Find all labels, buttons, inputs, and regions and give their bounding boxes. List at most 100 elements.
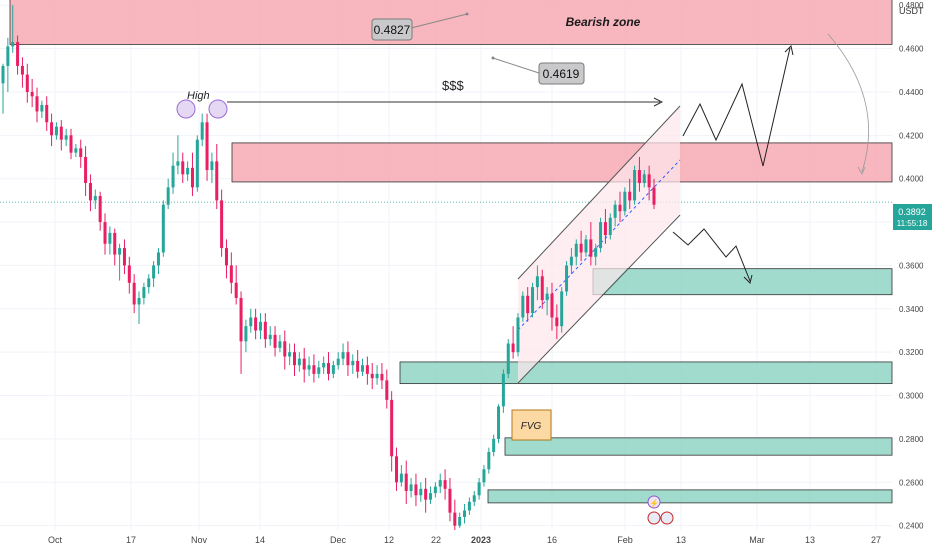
zone-label: Bearish zone	[566, 15, 641, 29]
candle-body	[414, 484, 418, 496]
candle-body	[132, 282, 136, 305]
candle-body	[647, 174, 651, 188]
x-tick-label: 22	[431, 535, 441, 545]
callout-leader-top	[410, 13, 468, 29]
candle-body	[1, 65, 5, 84]
lightning-event-icon[interactable]	[647, 495, 661, 509]
candle-body	[147, 278, 151, 288]
candle-body	[292, 352, 296, 366]
price-axis[interactable]: 0.2400 0.2600 0.2800 0.3000 0.3200 0.3400 0.36…	[899, 1, 924, 530]
candle-body	[526, 295, 530, 314]
candle-body	[497, 406, 501, 439]
candle-body	[424, 488, 428, 500]
candle-body	[103, 222, 107, 244]
high-marker-1	[176, 99, 196, 119]
candle-body	[288, 352, 292, 357]
candle-body	[118, 248, 122, 255]
candle-body	[599, 222, 603, 249]
candle-body	[84, 157, 88, 184]
us-event-icon-2[interactable]	[660, 511, 674, 525]
liquidity-label: $$$	[442, 78, 464, 93]
candle-body	[429, 493, 433, 500]
candle-body	[477, 482, 481, 496]
candle-body	[574, 243, 578, 257]
candle-body	[608, 217, 612, 236]
current-price-value: 0.3892	[898, 207, 926, 217]
bullish-projection-arrowhead	[784, 45, 794, 56]
candle-body	[224, 248, 228, 266]
y-tick-label: 0.2800	[899, 435, 924, 444]
us-event-icon-1[interactable]	[647, 511, 661, 525]
candle-body	[11, 42, 15, 47]
candle-body	[205, 122, 209, 171]
y-tick-label: 0.2400	[899, 522, 924, 531]
candle-body	[443, 480, 447, 489]
candle-body	[482, 469, 486, 483]
curved-arrow-head	[857, 166, 866, 175]
candle-body	[278, 341, 282, 348]
y-tick-label: 0.4800	[899, 1, 924, 10]
current-price-tag[interactable]	[893, 204, 932, 230]
candle-body	[569, 256, 573, 266]
candle-body	[361, 365, 365, 372]
candle-body	[438, 480, 442, 487]
candle-body	[50, 122, 54, 136]
candle-body	[152, 265, 156, 279]
candle-body	[195, 139, 199, 188]
candle-body	[501, 373, 505, 407]
callout-box-bottom	[538, 62, 585, 85]
candle-body	[79, 148, 83, 158]
candle-body	[458, 516, 462, 526]
candle-body	[550, 293, 554, 318]
candle-body	[210, 161, 214, 171]
callout-dot-bottom	[491, 56, 495, 60]
y-tick-label: 0.4000	[899, 175, 924, 184]
candle-body	[492, 438, 496, 452]
candle-body	[521, 295, 525, 318]
x-tick-label: 14	[255, 535, 265, 545]
candle-body	[623, 191, 627, 212]
candle-body	[268, 334, 272, 340]
candle-body	[69, 135, 73, 153]
candle-body	[579, 243, 583, 253]
candle-body	[336, 358, 340, 366]
candle-body	[54, 126, 58, 136]
candle-body	[628, 191, 632, 201]
candle-body	[472, 495, 476, 502]
candle-body	[59, 126, 63, 140]
candle-body	[331, 365, 335, 374]
candle-body	[307, 365, 311, 370]
candle-body	[341, 352, 345, 359]
zone-rect	[504, 437, 893, 456]
candle-body	[540, 276, 544, 301]
candle-body	[166, 187, 170, 205]
candle-body	[506, 343, 510, 374]
time-axis[interactable]: Oct 17 Nov 14 Dec 12 22 2023 16 Feb 13 Mar 13 27	[48, 535, 881, 545]
candle-body	[74, 148, 78, 153]
candle-body	[254, 317, 258, 331]
candle-body	[283, 341, 287, 357]
candle-body	[326, 363, 331, 374]
callout-value-bottom: 0.4619	[543, 67, 580, 81]
candle-body	[200, 122, 204, 140]
channel-lower-line	[517, 214, 681, 384]
candle-body	[273, 334, 277, 348]
fvg-box	[511, 409, 552, 441]
candle-body	[404, 473, 408, 491]
candle-body	[190, 167, 194, 188]
candle-body	[603, 222, 607, 236]
candle-body	[122, 248, 126, 266]
candle-body	[6, 46, 10, 66]
candle-body	[161, 204, 165, 253]
x-tick-label: 13	[805, 535, 815, 545]
candle-body	[351, 360, 355, 366]
candle-body	[20, 65, 24, 75]
candle-body	[35, 96, 39, 112]
candle-body	[64, 135, 68, 140]
candle-body	[356, 360, 360, 372]
candle-body	[346, 352, 350, 366]
candle-body	[584, 239, 588, 253]
candle-body	[589, 239, 593, 257]
candle-body	[171, 165, 175, 188]
